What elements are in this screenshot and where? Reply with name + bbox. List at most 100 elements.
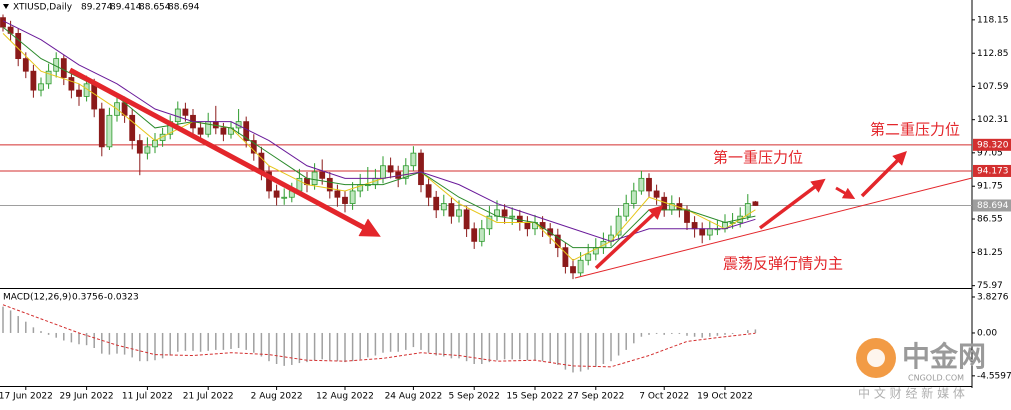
candle-body xyxy=(91,83,98,110)
candle-body xyxy=(440,203,447,211)
candle-body xyxy=(349,190,356,204)
candle-body xyxy=(136,140,143,154)
candle-body xyxy=(478,228,485,242)
candle-body xyxy=(319,171,326,179)
candle-body xyxy=(486,215,493,230)
y-tick-label: 112.85 xyxy=(977,49,1009,59)
trend-line xyxy=(574,177,973,279)
candle-body xyxy=(448,203,455,217)
candle-body xyxy=(615,215,622,236)
candle-body xyxy=(456,209,462,217)
candle-body xyxy=(326,177,333,192)
candle-body xyxy=(342,196,348,204)
indicator-label: MACD(12,26,9) xyxy=(3,293,71,303)
x-tick-label: 7 Oct 2022 xyxy=(639,392,689,402)
candle-body xyxy=(220,127,227,135)
candle-body xyxy=(585,253,592,261)
level-label: 98.320 xyxy=(977,140,1009,150)
macd-value: 0.3756 xyxy=(72,293,104,303)
down-arrow xyxy=(68,67,381,237)
candle-body xyxy=(554,234,561,249)
ohlc-low: 88.654 xyxy=(139,3,171,13)
menu-icon xyxy=(3,4,9,9)
y2-tick-label: 3.8276 xyxy=(977,292,1009,302)
candle-body xyxy=(106,114,113,148)
level-box xyxy=(973,199,1011,212)
y-tick-label: 81.25 xyxy=(977,248,1003,258)
candle-body xyxy=(463,209,470,230)
level-label: 88.694 xyxy=(977,201,1009,211)
candle-body xyxy=(174,108,181,123)
level-box xyxy=(973,164,1011,177)
x-tick-label: 2 Aug 2022 xyxy=(251,392,303,402)
x-tick-label: 19 Oct 2022 xyxy=(697,392,753,402)
y2-tick-label: 0.00 xyxy=(977,328,997,338)
candle-body xyxy=(266,171,272,192)
ohlc-high: 89.414 xyxy=(110,3,142,13)
candle-body xyxy=(334,190,341,198)
x-tick-label: 15 Sep 2022 xyxy=(506,392,563,402)
watermark-site: CNGOLD.COM xyxy=(908,374,964,383)
annotation: 第一重压力位 xyxy=(713,149,803,167)
watermark-slogan: 中 文 财 经 新 媒 体 xyxy=(858,386,965,401)
candle-body xyxy=(501,209,508,217)
candle-body xyxy=(418,152,424,186)
level-box xyxy=(973,138,1011,151)
candle-body xyxy=(98,108,105,148)
candle-body xyxy=(22,58,29,72)
candle-body xyxy=(30,70,37,91)
candle-body xyxy=(699,228,706,236)
candle-body xyxy=(273,190,280,198)
candle-body xyxy=(646,177,652,192)
candle-body xyxy=(410,152,417,167)
x-tick-label: 5 Sep 2022 xyxy=(449,392,500,402)
candle-body xyxy=(60,58,67,78)
x-tick-label: 12 Aug 2022 xyxy=(316,392,374,402)
y-tick-label: 97.05 xyxy=(977,148,1003,158)
candle-body xyxy=(630,190,637,204)
ohlc-close: 88.694 xyxy=(168,3,200,13)
candle-body xyxy=(76,89,82,97)
y-tick-label: 91.75 xyxy=(977,182,1003,192)
candle-body xyxy=(0,17,6,28)
candle-body xyxy=(684,209,690,223)
candle-body xyxy=(197,127,204,135)
x-tick-label: 24 Aug 2022 xyxy=(385,392,443,402)
y-tick-label: 118.15 xyxy=(977,15,1009,25)
watermark-brand: 中金网 xyxy=(902,340,986,373)
candle-body xyxy=(152,140,158,148)
up-arrow xyxy=(594,205,664,270)
watermark-logo xyxy=(867,349,885,367)
candle-body xyxy=(570,266,576,274)
annotation: 震荡反弹行情为主 xyxy=(723,255,843,273)
candle-body xyxy=(524,222,531,230)
y-tick-label: 102.31 xyxy=(977,115,1009,125)
x-tick-label: 11 Jul 2022 xyxy=(122,392,173,402)
candle-body xyxy=(243,121,250,141)
signal-value: -0.0323 xyxy=(104,293,139,303)
candle-body xyxy=(250,140,257,154)
candle-body xyxy=(433,196,440,211)
up-arrow xyxy=(860,151,907,198)
y-tick-label: 75.97 xyxy=(977,281,1003,291)
candle-body xyxy=(144,146,151,154)
candle-body xyxy=(691,222,698,230)
candle-body xyxy=(402,165,409,179)
x-tick-label: 21 Jul 2022 xyxy=(183,392,234,402)
moving-average xyxy=(2,20,756,242)
candle-body xyxy=(38,83,44,91)
candle-body xyxy=(311,171,318,186)
candle-body xyxy=(752,201,759,206)
candle-body xyxy=(68,77,75,91)
candle-body xyxy=(129,114,136,141)
up-arrow xyxy=(758,178,826,230)
y-tick-label: 107.59 xyxy=(977,82,1009,92)
candle-body xyxy=(509,215,516,218)
candle-body xyxy=(182,108,189,116)
x-tick-label: 27 Sep 2022 xyxy=(567,392,624,402)
candle-body xyxy=(235,121,242,129)
candle-body xyxy=(425,184,432,198)
plot: 118.15 112.85 107.59 102.31 97.05 91.75 86.55 8… xyxy=(0,14,1011,402)
candle-body xyxy=(623,203,630,217)
candle-body xyxy=(281,196,288,199)
